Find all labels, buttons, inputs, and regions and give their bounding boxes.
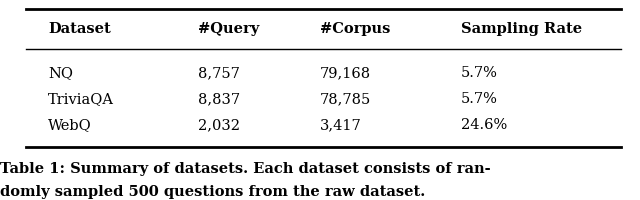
Text: Table 1: Summary of datasets. Each dataset consists of ran-: Table 1: Summary of datasets. Each datas… bbox=[0, 162, 491, 176]
Text: Dataset: Dataset bbox=[48, 22, 111, 36]
Text: 79,168: 79,168 bbox=[320, 66, 371, 80]
Text: 5.7%: 5.7% bbox=[461, 92, 498, 106]
Text: domly sampled 500 questions from the raw dataset.: domly sampled 500 questions from the raw… bbox=[0, 185, 425, 199]
Text: 78,785: 78,785 bbox=[320, 92, 371, 106]
Text: 2,032: 2,032 bbox=[198, 118, 241, 132]
Text: Sampling Rate: Sampling Rate bbox=[461, 22, 582, 36]
Text: 5.7%: 5.7% bbox=[461, 66, 498, 80]
Text: #Corpus: #Corpus bbox=[320, 22, 390, 36]
Text: 8,837: 8,837 bbox=[198, 92, 241, 106]
Text: NQ: NQ bbox=[48, 66, 73, 80]
Text: WebQ: WebQ bbox=[48, 118, 92, 132]
Text: TriviaQA: TriviaQA bbox=[48, 92, 114, 106]
Text: #Query: #Query bbox=[198, 22, 260, 36]
Text: 24.6%: 24.6% bbox=[461, 118, 507, 132]
Text: 8,757: 8,757 bbox=[198, 66, 240, 80]
Text: 3,417: 3,417 bbox=[320, 118, 362, 132]
